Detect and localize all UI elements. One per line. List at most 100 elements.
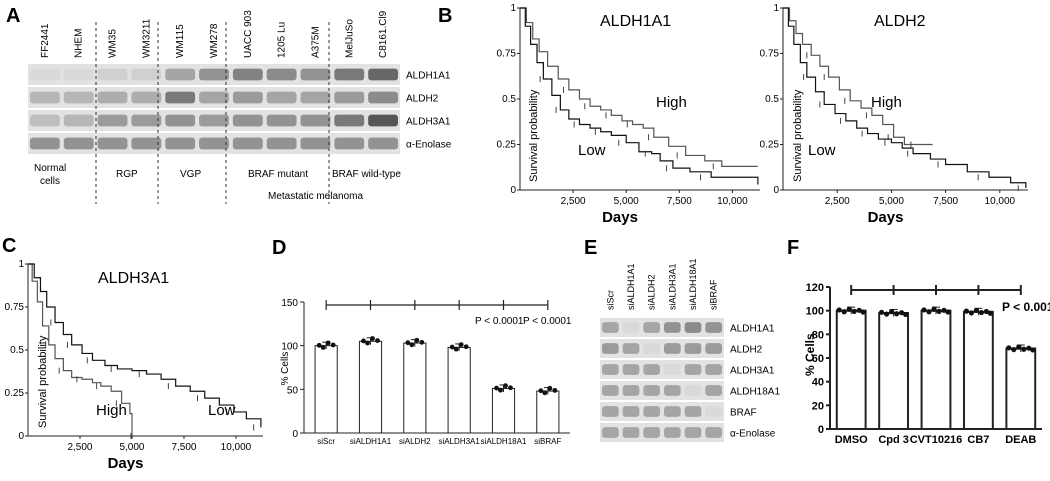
- category-label: siScr: [317, 437, 335, 446]
- blot-band: [300, 137, 331, 150]
- data-point: [973, 307, 980, 314]
- series-label-high: High: [96, 402, 127, 419]
- blot-band: [664, 364, 681, 375]
- y-tick-label: 100: [806, 306, 824, 318]
- bar-chart-inhibitors: 0 20 40 60 80 100 120 % Cells DMSO Cpd 3 CVT10216 C…: [803, 282, 1050, 446]
- y-tick-label: 120: [806, 282, 824, 294]
- y-tick-label: 0.25: [5, 388, 25, 399]
- panel-a-separators: [95, 22, 330, 204]
- series-label-low: Low: [578, 142, 606, 159]
- group-label-normal: Normal: [34, 163, 66, 174]
- panel-f: F: [787, 237, 799, 259]
- panel-e-band-labels: ALDH1A1 ALDH2 ALDH3A1 ALDH18A1 BRAF α-Enolase: [730, 324, 780, 440]
- data-point: [983, 308, 990, 315]
- data-point: [375, 338, 380, 344]
- x-tick-label: 2,500: [67, 442, 92, 453]
- data-point: [414, 337, 420, 343]
- blot-band: [643, 406, 660, 417]
- data-point: [1006, 345, 1012, 351]
- blot-band: [165, 114, 196, 127]
- y-tick-label: 1: [510, 3, 516, 14]
- data-point: [494, 385, 499, 391]
- blot-band: [199, 137, 229, 150]
- y-tick-label: 80: [812, 329, 824, 341]
- blot-band: [63, 68, 94, 81]
- bar: [1005, 347, 1037, 430]
- data-point: [463, 344, 469, 350]
- data-point: [409, 342, 415, 348]
- blot-band: [684, 343, 702, 354]
- blot-band: [705, 343, 722, 354]
- x-tick-label: 7,500: [933, 196, 958, 207]
- blot-band: [165, 91, 196, 104]
- p-value-annotation: P < 0.001: [1002, 300, 1050, 314]
- blot-band: [622, 385, 640, 396]
- data-point: [846, 306, 852, 312]
- bar: [835, 309, 867, 430]
- lane-label: WM278: [209, 23, 220, 58]
- chart-title: ALDH3A1: [98, 270, 169, 287]
- category-label: CB7: [967, 434, 989, 446]
- data-point: [365, 340, 370, 346]
- category-label: siALDH1A1: [350, 437, 392, 446]
- data-point: [547, 385, 553, 391]
- y-tick-label: 0.5: [502, 94, 516, 105]
- panel-d-letter: D: [272, 237, 286, 259]
- data-point: [836, 307, 842, 313]
- bar: [536, 390, 560, 434]
- series-label-high: High: [656, 94, 687, 111]
- x-tick-label: 2,500: [561, 196, 586, 207]
- series-low: [520, 7, 759, 185]
- blot-band: [165, 68, 196, 81]
- y-tick-label: 0: [18, 431, 24, 442]
- blot-band: [684, 364, 702, 375]
- data-point: [879, 309, 885, 315]
- y-tick-label: 150: [281, 298, 298, 309]
- blot-band: [622, 364, 640, 375]
- panel-a-band-labels: ALDH1A1 ALDH2 ALDH3A1 α-Enolase: [406, 71, 452, 151]
- blot-band: [368, 91, 398, 104]
- data-point: [899, 310, 905, 316]
- blot-band: [334, 114, 365, 127]
- bar: [403, 342, 427, 434]
- category-label: siBRAF: [534, 437, 561, 446]
- blot-band: [131, 137, 162, 150]
- data-point: [453, 346, 459, 352]
- blot-band: [165, 137, 196, 150]
- lane-label: siALDH18A1: [688, 258, 698, 310]
- blot-band: [602, 406, 619, 417]
- blot-band: [97, 114, 128, 127]
- lane-label: FF2441: [40, 23, 51, 58]
- blot-band: [602, 364, 619, 375]
- data-point: [936, 308, 942, 314]
- panel-c-letter: C: [2, 235, 16, 257]
- p-value-annotation: P < 0.0001: [475, 316, 524, 327]
- blot-band: [664, 343, 681, 354]
- blot-band: [368, 68, 398, 81]
- blot-band: [131, 114, 162, 127]
- y-tick-label: 0.75: [497, 49, 517, 60]
- series-high: [783, 7, 933, 146]
- category-label: CVT10216: [910, 434, 963, 446]
- blot-band: [705, 322, 722, 333]
- blot-band: [664, 406, 681, 417]
- blot-band: [266, 137, 297, 150]
- x-tick-label: 10,000: [717, 196, 748, 207]
- blot-band: [97, 91, 128, 104]
- data-point: [941, 307, 947, 313]
- y-tick-label: 60: [812, 353, 824, 365]
- blot-band: [131, 68, 162, 81]
- data-point: [552, 387, 558, 393]
- data-point: [361, 338, 366, 344]
- blot-strip: [28, 110, 400, 131]
- data-point: [1021, 346, 1027, 352]
- band-label: ALDH1A1: [406, 71, 451, 82]
- lane-label: WM35: [108, 29, 119, 58]
- group-label-metastatic: Metastatic melanoma: [268, 191, 363, 202]
- blot-band: [97, 137, 128, 150]
- data-point: [987, 310, 994, 316]
- x-tick-label: 10,000: [221, 442, 252, 453]
- group-label-cells: cells: [40, 176, 60, 187]
- blot-band: [97, 68, 128, 81]
- data-point: [968, 310, 975, 316]
